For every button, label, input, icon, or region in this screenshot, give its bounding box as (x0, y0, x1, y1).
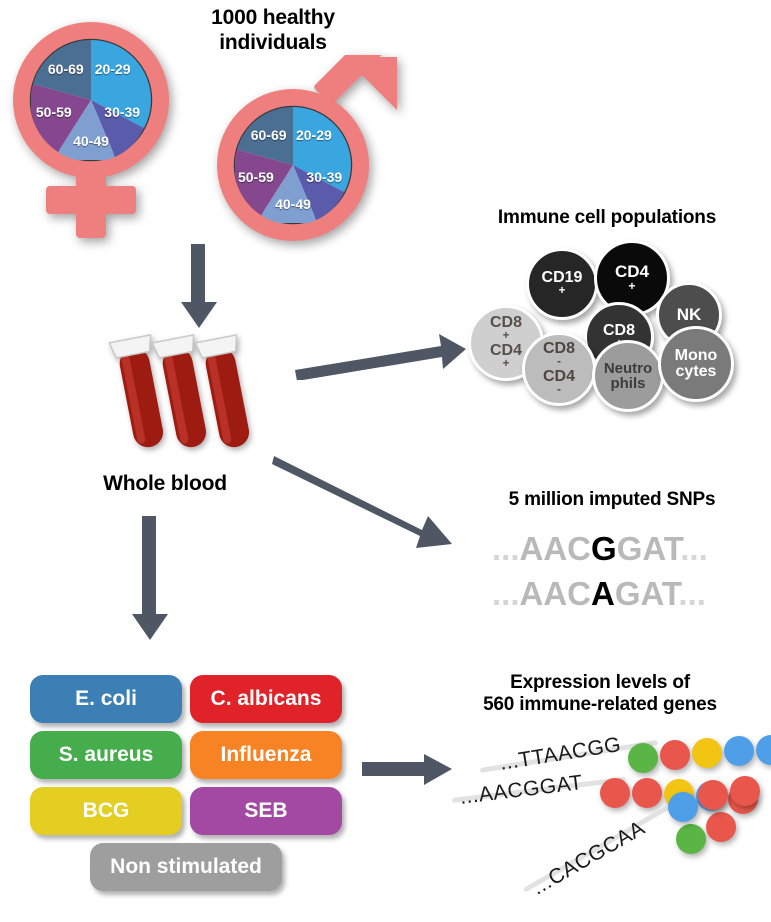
age-label-50-59: 50-59 (237, 168, 274, 185)
female-age-pie: 20-29 30-39 40-49 50-59 60-69 (30, 39, 151, 162)
arrow-down-icon (132, 516, 168, 640)
arrow-cohort-to-blood (178, 244, 220, 335)
expression-strand-1: ...TTAACGG (470, 733, 771, 785)
expression-title-line-1: Expression levels of (510, 672, 690, 693)
stimulation-bcg[interactable]: BCG (30, 787, 182, 835)
stimulation-non-stimulated[interactable]: Non stimulated (90, 843, 282, 891)
cell-neutrophils: Neutro phils (592, 340, 664, 412)
bead (660, 740, 690, 770)
strand-sequence: ...CACGCAA (528, 816, 649, 900)
whole-blood-tubes (108, 332, 258, 465)
arrow-up-right-icon (295, 334, 466, 381)
bead (698, 780, 728, 810)
snp-left-flank: AAC (519, 575, 592, 612)
cell-label: CD19 + (541, 268, 583, 298)
male-pie-slices (234, 106, 351, 225)
age-label-30-39: 30-39 (306, 168, 343, 185)
arrow-blood-to-snps (272, 452, 457, 562)
section-title-expression: Expression levels of 560 immune-related … (440, 672, 760, 717)
arrow-down-icon (181, 244, 217, 328)
cell-label: CD4 + (614, 261, 649, 294)
cell-label-line-1: CD8- (542, 339, 575, 369)
label-whole-blood: Whole blood (103, 472, 227, 495)
cell-label-line-2: CD4- (542, 368, 575, 397)
stimulation-panel: E. coli C. albicans S. aureus Influenza … (30, 675, 350, 891)
cell-label-line-1: CD8 + (489, 313, 522, 343)
section-title-immune-cells: Immune cell populations (497, 207, 717, 228)
female-pie-labels: 20-29 30-39 40-49 50-59 60-69 (31, 40, 151, 160)
age-label-40-49: 40-49 (275, 196, 311, 213)
female-pie-slices (30, 39, 151, 162)
bead (730, 776, 760, 806)
snp-variant-allele: A (591, 575, 615, 612)
cell-cd19-positive: CD19 + (526, 248, 598, 320)
snp-prefix: ... (492, 575, 520, 612)
cell-label-line-2: phils (610, 375, 646, 392)
cell-label-line-1: Neutro (603, 359, 653, 377)
age-label-50-59: 50-59 (35, 104, 72, 120)
expression-strand-3-upper-beads (668, 768, 771, 828)
snp-suffix: ... (680, 530, 708, 567)
age-label-20-29: 20-29 (295, 126, 332, 143)
bead (676, 824, 706, 854)
snp-sequence-allele-2: ...AACAGAT... (492, 575, 706, 613)
snp-right-flank: GAT (614, 575, 679, 612)
expression-title-line-2: 560 immune-related genes (483, 694, 717, 716)
cell-cd8-cd4-double-negative: CD8- CD4- (522, 332, 596, 406)
stimulation-c-albicans[interactable]: C. albicans (190, 675, 342, 723)
bead (706, 812, 736, 842)
cell-label-line-2: cytes (675, 363, 717, 380)
age-label-60-69: 60-69 (47, 60, 84, 77)
snp-sequence-allele-1: ...AACGGAT... (492, 530, 708, 568)
male-age-pie: 20-29 30-39 40-49 50-59 60-69 (234, 106, 351, 225)
bead (668, 792, 698, 822)
age-label-60-69: 60-69 (250, 126, 287, 143)
bead (692, 738, 722, 768)
blood-tubes-icon (108, 333, 250, 448)
age-label-40-49: 40-49 (73, 132, 109, 149)
arrow-right-icon (362, 754, 452, 785)
section-title-snps: 5 million imputed SNPs (508, 489, 716, 510)
snp-left-flank: AAC (519, 530, 592, 567)
snp-right-flank: GAT (616, 530, 681, 567)
cell-label: NK (676, 305, 702, 325)
age-label-30-39: 30-39 (104, 104, 141, 120)
title-line-2: individuals (219, 30, 327, 54)
stimulation-influenza[interactable]: Influenza (190, 731, 342, 779)
snp-suffix: ... (678, 575, 706, 612)
arrow-blood-to-immune-cells (293, 330, 468, 385)
cell-monocytes: Mono cytes (658, 326, 734, 402)
page-title-cohort: 1000 healthy individuals (168, 6, 378, 56)
age-label-20-29: 20-29 (94, 60, 131, 77)
bead (628, 743, 658, 773)
arrow-stimulations-to-expression (362, 750, 454, 795)
bead (600, 778, 630, 808)
male-symbol: 20-29 30-39 40-49 50-59 60-69 (205, 35, 405, 255)
bead (632, 778, 662, 808)
bead (724, 736, 754, 766)
arrow-down-right-icon (272, 456, 452, 548)
stimulation-seb[interactable]: SEB (190, 787, 342, 835)
arrow-blood-to-stimulations (128, 516, 172, 647)
female-symbol: 20-29 30-39 40-49 50-59 60-69 (8, 18, 188, 251)
snp-prefix: ... (492, 530, 520, 567)
cell-label-line-2: CD4 + (489, 342, 522, 371)
expression-strand-3: ...CACGCAA (518, 793, 771, 900)
title-line-1: 1000 healthy (211, 6, 335, 29)
immune-cell-cluster: CD8+ CD4+ CD19+ CD4+ CD8+ NK CD8- CD4- (466, 240, 766, 415)
stimulation-e-coli[interactable]: E. coli (30, 675, 182, 723)
stimulation-s-aureus[interactable]: S. aureus (30, 731, 182, 779)
male-pie-labels: 20-29 30-39 40-49 50-59 60-69 (235, 107, 351, 223)
snp-variant-allele: G (591, 530, 617, 567)
cell-label-line-1: Mono (674, 346, 718, 364)
bead (756, 735, 771, 765)
